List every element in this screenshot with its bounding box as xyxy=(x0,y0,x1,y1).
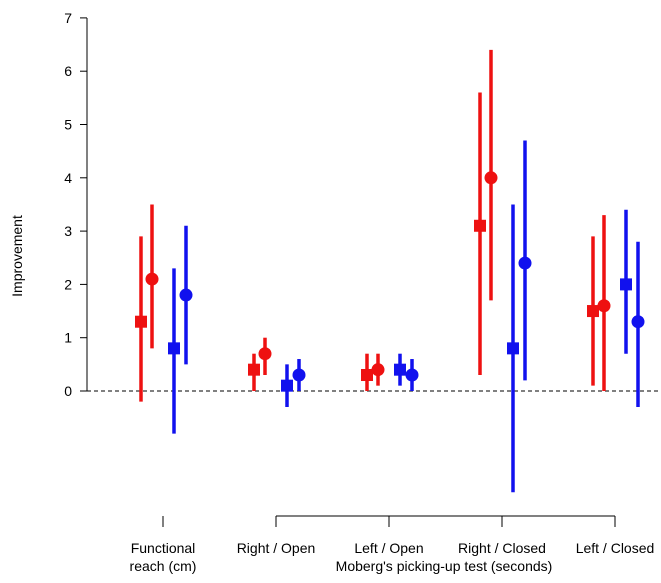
category-ticks: Functional reach (cm) Right / Open Left / O… xyxy=(130,516,655,574)
y-tick-label: 0 xyxy=(64,383,72,399)
y-tick-label: 4 xyxy=(64,170,72,186)
category-label: Left / Closed xyxy=(576,540,655,556)
point-square xyxy=(248,363,260,376)
point-circle xyxy=(179,288,193,302)
point-circle xyxy=(484,171,498,185)
point-circle xyxy=(631,315,645,329)
y-tick-label: 6 xyxy=(64,63,72,79)
category-label: Right / Closed xyxy=(458,540,546,556)
y-tick-label: 2 xyxy=(64,276,72,292)
y-tick-label: 5 xyxy=(64,117,72,133)
point-square xyxy=(361,369,373,382)
point-circle xyxy=(405,368,419,382)
group-label: Moberg's picking-up test (seconds) xyxy=(336,558,553,574)
point-circle xyxy=(597,299,611,313)
point-circle xyxy=(371,363,385,377)
data-marks xyxy=(135,49,645,493)
point-square xyxy=(168,342,180,355)
y-axis-label: Improvement xyxy=(9,215,25,297)
y-ticks: 0 1 2 3 4 5 6 7 xyxy=(64,10,87,399)
point-circle xyxy=(258,347,272,361)
point-square xyxy=(394,363,406,376)
point-square xyxy=(587,305,599,318)
point-square xyxy=(281,379,293,392)
category-label: Left / Open xyxy=(354,540,423,556)
point-circle xyxy=(292,368,306,382)
point-square xyxy=(474,219,486,232)
point-square xyxy=(507,342,519,355)
point-circle xyxy=(518,256,532,270)
category-label: Right / Open xyxy=(237,540,316,556)
category-label: Functional xyxy=(131,540,196,556)
y-tick-label: 3 xyxy=(64,223,72,239)
point-square xyxy=(620,278,632,291)
y-tick-label: 7 xyxy=(64,10,72,26)
y-tick-label: 1 xyxy=(64,330,72,346)
point-square xyxy=(135,315,147,328)
category-label: reach (cm) xyxy=(130,558,197,574)
point-circle xyxy=(145,272,159,286)
